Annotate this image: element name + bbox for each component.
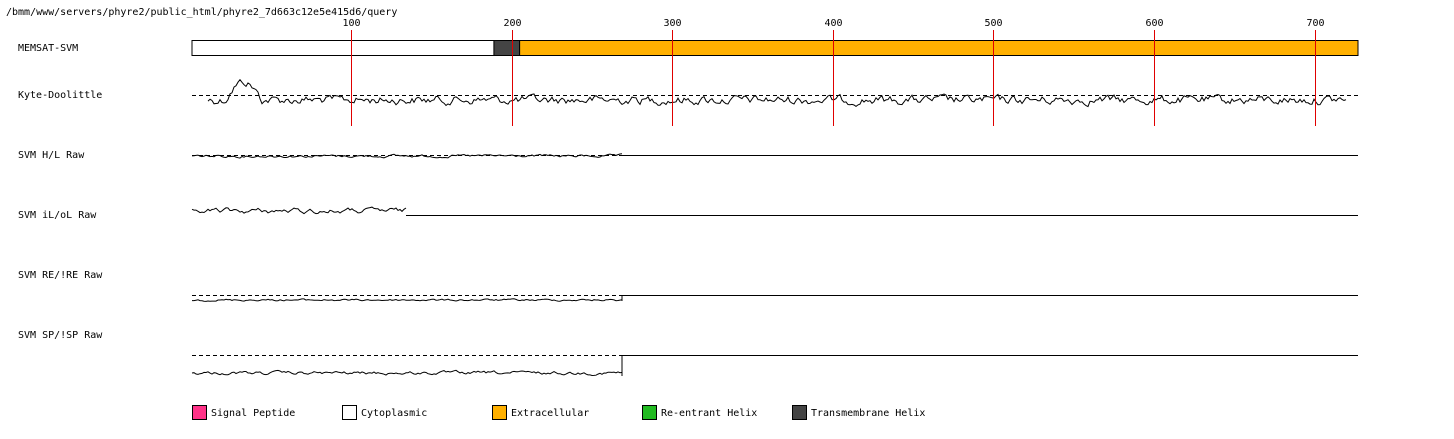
legend-label-3: Re-entrant Helix — [661, 408, 757, 419]
x-tick-label-300: 300 — [663, 18, 681, 29]
memsat-segment-0 — [191, 40, 495, 56]
memsat-topology-bar — [191, 40, 1359, 56]
legend-label-4: Transmembrane Helix — [811, 408, 925, 419]
x-tick-label-700: 700 — [1306, 18, 1324, 29]
legend-swatch-0 — [192, 405, 207, 420]
x-tick-label-100: 100 — [342, 18, 360, 29]
memsat-segment-1 — [493, 40, 521, 56]
svm-hl-trace — [191, 153, 623, 159]
legend-swatch-2 — [492, 405, 507, 420]
svm-sp-trace — [191, 369, 623, 377]
raw-score-traces — [191, 78, 1358, 377]
svm-re-trace — [192, 298, 623, 302]
track-label-svm-hl: SVM H/L Raw — [18, 150, 85, 161]
track-label-svm-ilol: SVM iL/oL Raw — [18, 210, 97, 221]
track-label-kyte-doolittle: Kyte-Doolittle — [18, 90, 102, 101]
x-tick-label-500: 500 — [984, 18, 1002, 29]
legend-label-0: Signal Peptide — [211, 408, 295, 419]
legend: Signal Peptide Cytoplasmic Extracellular Re… — [192, 405, 925, 420]
x-tick-label-600: 600 — [1145, 18, 1163, 29]
kyte-doolittle-trace — [207, 78, 1347, 108]
track-label-svm-re: SVM RE/!RE Raw — [18, 270, 103, 281]
x-tick-label-200: 200 — [503, 18, 521, 29]
memsat-segment-2 — [519, 40, 1359, 56]
legend-swatch-1 — [342, 405, 357, 420]
file-path: /bmm/www/servers/phyre2/public_html/phyr… — [6, 7, 397, 18]
track-label-memsat: MEMSAT-SVM — [18, 43, 78, 54]
legend-swatch-4 — [792, 405, 807, 420]
x-tick-label-400: 400 — [824, 18, 842, 29]
track-label-svm-sp: SVM SP/!SP Raw — [18, 330, 103, 341]
x-axis-ticks: 100 200 300 400 500 600 700 — [342, 18, 1325, 126]
legend-label-2: Extracellular — [511, 408, 589, 419]
legend-label-1: Cytoplasmic — [361, 408, 427, 419]
svm-ilol-trace — [191, 206, 407, 215]
legend-swatch-3 — [642, 405, 657, 420]
